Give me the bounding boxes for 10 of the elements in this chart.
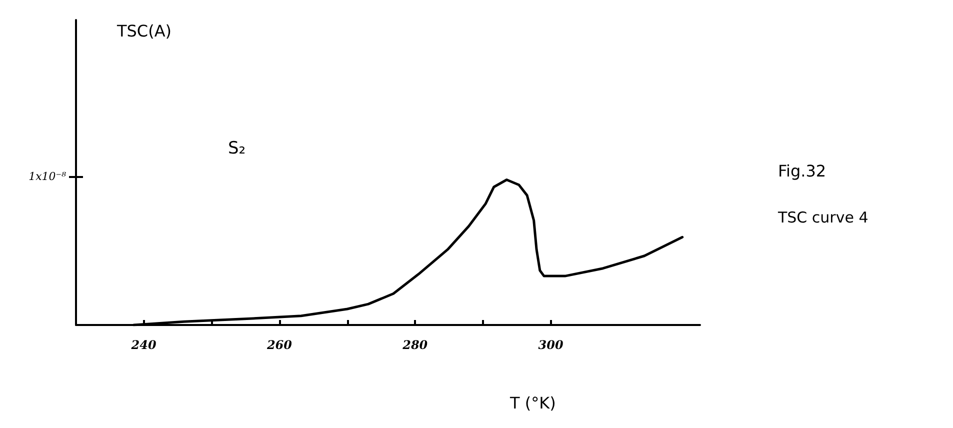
x-axis-title: T (°K): [509, 394, 556, 412]
x-tick-label: 300: [538, 338, 564, 352]
x-tick-label: 260: [266, 338, 293, 352]
text: Fig.32: [778, 162, 826, 180]
text: TSC curve 4: [777, 208, 868, 226]
text: TSC(A): [116, 22, 172, 40]
text: S₂: [228, 138, 246, 158]
x-tick-label: 280: [402, 338, 428, 352]
text: 1x10⁻⁸: [28, 170, 67, 183]
x-tick-label: 240: [130, 338, 157, 352]
